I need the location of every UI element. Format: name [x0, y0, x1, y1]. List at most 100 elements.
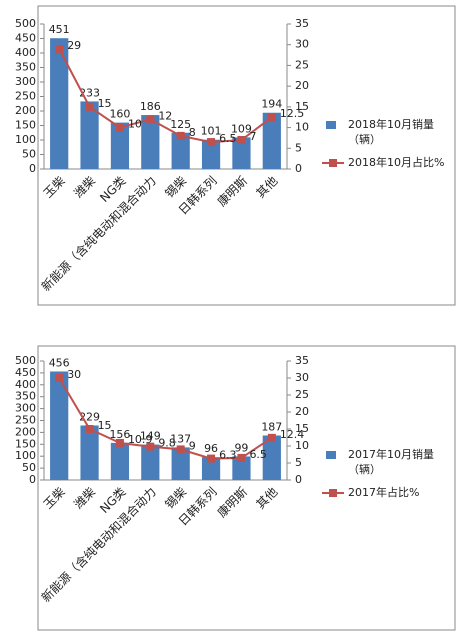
y-tick-label: 250	[15, 90, 36, 103]
y2-tick-label: 10	[295, 439, 309, 452]
data-label: 7	[249, 130, 256, 143]
line-marker	[176, 131, 185, 140]
line-marker	[146, 115, 155, 124]
legend-label: 2017年占比%	[348, 486, 420, 499]
line-marker	[55, 44, 64, 53]
line-marker	[85, 425, 94, 433]
data-label: 137	[170, 432, 191, 445]
y-tick-label: 0	[29, 473, 36, 486]
bar	[201, 139, 221, 169]
y-tick-label: 150	[15, 119, 36, 132]
bar	[232, 456, 251, 480]
x-tick-label: 玉柴	[41, 485, 68, 512]
line-marker	[237, 453, 246, 462]
x-tick-label: 玉柴	[41, 174, 68, 201]
y-tick-label: 50	[22, 461, 36, 474]
data-label: 30	[67, 368, 81, 381]
y2-tick-label: 15	[295, 422, 309, 435]
line-marker	[237, 136, 246, 144]
data-label: 451	[49, 23, 70, 36]
y-tick-label: 350	[15, 390, 36, 403]
y-tick-label: 200	[15, 104, 36, 117]
y2-tick-label: 5	[295, 141, 302, 154]
line-marker	[176, 445, 185, 454]
y-tick-label: 450	[15, 366, 36, 379]
y2-tick-label: 10	[295, 121, 309, 134]
y2-tick-label: 30	[295, 371, 309, 384]
legend-label: 2017年10月销量（辆）	[348, 448, 434, 476]
x-tick-label: 潍柴	[71, 174, 98, 201]
data-label: 29	[67, 39, 81, 52]
line-marker	[115, 123, 124, 132]
line-marker	[146, 442, 155, 451]
y-tick-label: 200	[15, 425, 36, 438]
bar	[141, 444, 160, 480]
line-marker	[207, 138, 216, 147]
legend-swatch	[326, 451, 336, 459]
data-label: 15	[98, 419, 112, 432]
data-label: 194	[261, 98, 282, 111]
data-label: 109	[231, 122, 252, 135]
data-label: 6.5	[219, 132, 237, 145]
bar	[110, 442, 130, 480]
data-label: 12	[158, 109, 172, 122]
y2-tick-label: 5	[295, 456, 302, 469]
legend-item: 2018年10月销量（辆）	[348, 118, 434, 146]
bar	[171, 132, 190, 169]
data-label: 149	[140, 430, 161, 443]
bar	[50, 38, 69, 170]
data-label: 6.3	[219, 449, 237, 462]
bar	[141, 115, 160, 169]
data-label: 101	[201, 125, 222, 138]
legend-item: 2017年10月销量（辆）	[348, 448, 434, 476]
bar	[262, 435, 281, 480]
bar	[232, 137, 251, 169]
data-label: 96	[204, 442, 218, 455]
legend-swatch	[329, 159, 337, 167]
y-tick-label: 400	[15, 46, 36, 59]
bar	[80, 101, 99, 169]
y2-tick-label: 20	[295, 79, 309, 92]
legend-swatch	[326, 121, 336, 129]
x-tick-label: 康明斯	[214, 484, 250, 520]
y2-tick-label: 0	[295, 473, 302, 486]
data-label: 156	[109, 428, 130, 441]
y2-tick-label: 0	[295, 162, 302, 175]
line	[58, 48, 273, 144]
y2-tick-label: 15	[295, 100, 309, 113]
line	[58, 377, 273, 460]
y2-tick-label: 25	[295, 58, 309, 71]
y-tick-label: 50	[22, 148, 36, 161]
legend-item: 2017年占比%	[348, 486, 420, 499]
legend-item: 2018年10月占比%	[348, 156, 445, 169]
bar	[110, 122, 130, 169]
x-tick-label: 潍柴	[71, 485, 98, 512]
y-tick-label: 250	[15, 414, 36, 427]
y-tick-label: 300	[15, 75, 36, 88]
y2-tick-label: 30	[295, 38, 309, 51]
legend-label: 2018年10月销量（辆）	[348, 118, 434, 146]
data-label: 186	[140, 100, 161, 113]
chart-frame	[37, 5, 456, 306]
data-label: 9	[189, 439, 196, 452]
y2-tick-label: 35	[295, 354, 309, 367]
x-tick-label: 其他	[254, 174, 281, 201]
line-marker	[207, 454, 216, 463]
y-tick-label: 500	[15, 17, 36, 30]
bar	[201, 457, 221, 480]
y-tick-label: 300	[15, 402, 36, 415]
line-marker	[267, 113, 276, 122]
data-label: 10	[128, 118, 142, 131]
line-marker	[115, 438, 124, 447]
x-tick-label: 康明斯	[214, 173, 250, 209]
y-tick-label: 100	[15, 133, 36, 146]
bar	[50, 371, 69, 480]
data-label: 15	[98, 97, 112, 110]
legend-label: 2018年10月占比%	[348, 156, 445, 169]
y-tick-label: 0	[29, 162, 36, 175]
y-tick-label: 100	[15, 449, 36, 462]
data-label: 125	[170, 118, 191, 131]
y2-tick-label: 20	[295, 405, 309, 418]
data-label: 160	[109, 108, 130, 121]
